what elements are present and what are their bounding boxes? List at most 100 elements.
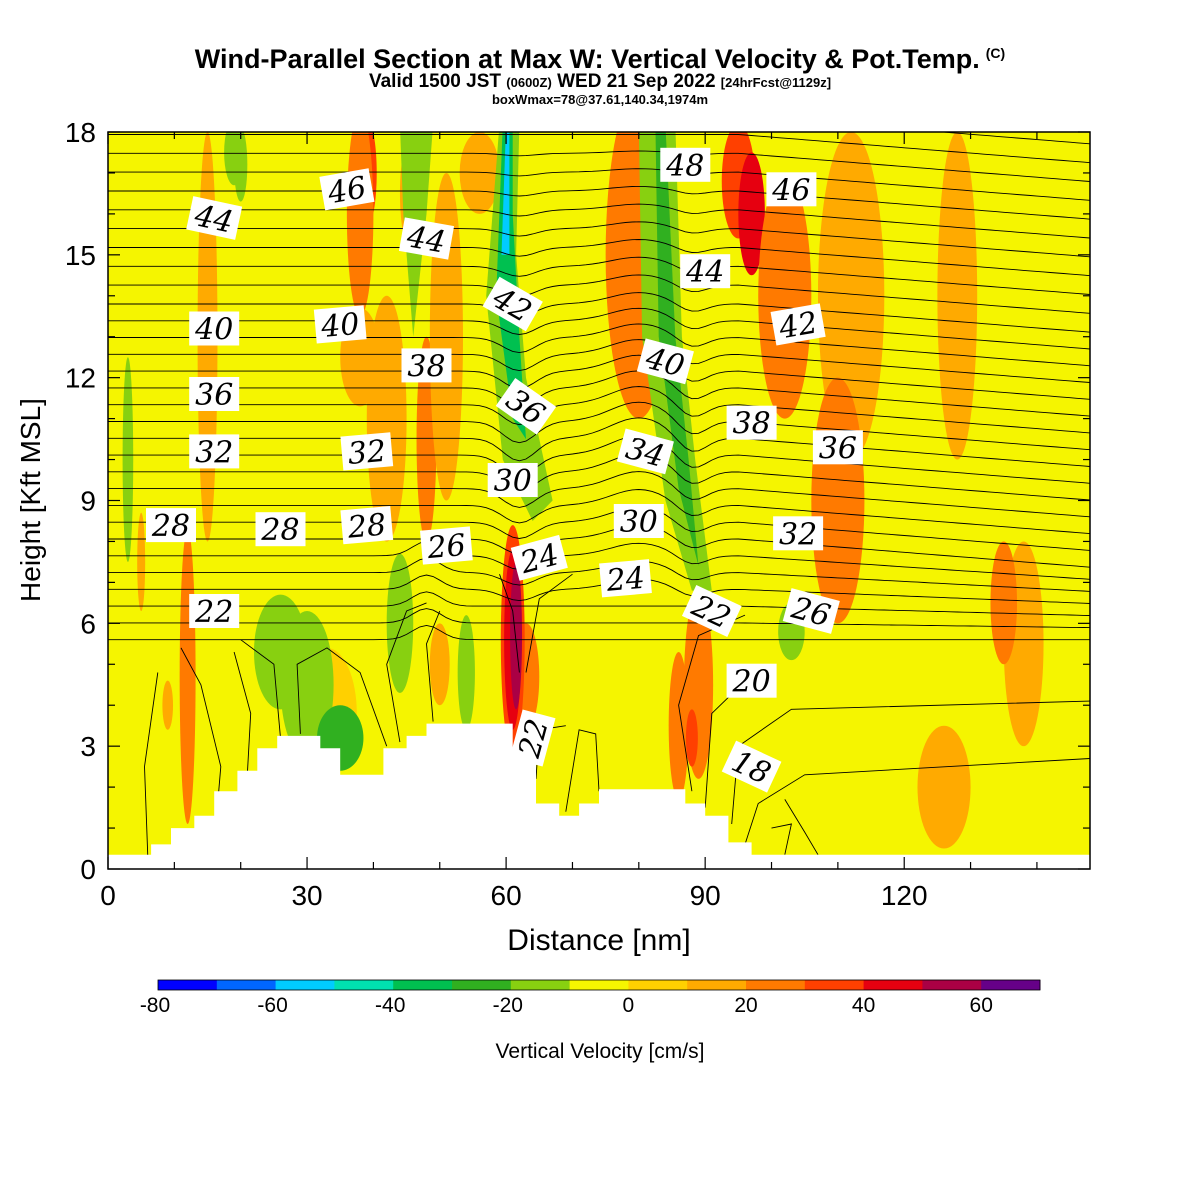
- theta-contour: [240, 639, 281, 739]
- theta-contour: [108, 401, 1090, 451]
- colorbar-tick-label: 40: [852, 994, 875, 1017]
- theta-label-text: 40: [319, 307, 361, 345]
- forecast-info: [24hrFcst@1129z]: [720, 75, 832, 90]
- velocity-cell-40: [429, 172, 463, 501]
- colorbar-tick-label: -80: [140, 994, 170, 1017]
- velocity-cell-1: [137, 512, 146, 612]
- box-wmax-info: boxWmax=78@37.61,140.34,1974m: [491, 92, 709, 107]
- colorbar-swatch: [452, 980, 512, 990]
- theta-contour: [108, 185, 1090, 220]
- theta-label: 28: [340, 505, 394, 546]
- theta-label-box: [510, 534, 568, 581]
- theta-contour: [108, 557, 1090, 592]
- theta-contour: [426, 610, 441, 722]
- theta-contour: [108, 239, 1090, 277]
- valid-date: WED 21 Sep 2022: [557, 71, 716, 92]
- theta-label-box: [599, 559, 652, 598]
- terrain: [108, 723, 1090, 869]
- theta-label-text: 44: [191, 198, 237, 240]
- theta-label-text: 32: [779, 517, 817, 552]
- downdraft-tip-west: [501, 132, 510, 255]
- theta-label-box: [495, 378, 557, 435]
- theta-contour: [108, 574, 1090, 604]
- colorbar-swatch: [687, 980, 747, 990]
- theta-label: 30: [487, 463, 538, 499]
- theta-label-text: 46: [324, 170, 369, 211]
- velocity-cell-68: [429, 623, 450, 706]
- theta-label-text: 36: [819, 431, 857, 466]
- theta-label: 44: [680, 254, 731, 290]
- theta-label-box: [509, 709, 556, 767]
- theta-label: 32: [340, 432, 394, 472]
- theta-label-box: [401, 348, 452, 383]
- theta-label-text: 46: [771, 173, 810, 208]
- theta-contour: [108, 624, 1090, 641]
- theta-contour: [108, 354, 1090, 400]
- colorbar-tick-label: 0: [623, 994, 635, 1017]
- theta-label: 44: [186, 196, 243, 241]
- x-axis-label: Distance [nm]: [507, 924, 690, 957]
- theta-contour: [525, 573, 573, 673]
- theta-label: 46: [319, 168, 375, 212]
- theta-contour: [296, 647, 388, 747]
- theta-label-text: 28: [345, 507, 387, 545]
- theta-label-box: [340, 432, 394, 471]
- theta-label: 38: [726, 405, 777, 442]
- velocity-cell-55: [990, 541, 1018, 665]
- theta-label: 40: [189, 311, 240, 348]
- terrain-fill: [108, 723, 1090, 869]
- theta-contour: [108, 150, 1090, 182]
- theta-label-text: 42: [776, 305, 821, 346]
- theta-contour: [108, 417, 1090, 467]
- colorbar-swatch: [275, 980, 335, 990]
- theta-contour: [771, 823, 792, 855]
- x-tick-label: 30: [291, 880, 322, 911]
- theta-label-text: 26: [425, 528, 467, 566]
- theta-contour: [108, 471, 1090, 518]
- theta-contour: [744, 758, 1090, 845]
- theta-contour: [108, 203, 1090, 239]
- theta-label-box: [681, 585, 742, 637]
- velocity-cell-82: [122, 357, 134, 562]
- theta-label: 32: [189, 434, 240, 470]
- theta-contour: [108, 134, 1090, 164]
- theta-label-box: [726, 405, 777, 440]
- chart-title-text: Wind-Parallel Section at Max W: Vertical…: [194, 44, 980, 74]
- theta-contour: [108, 292, 1090, 333]
- downdraft-core-east: [655, 132, 699, 566]
- x-tick-label: 0: [100, 880, 116, 911]
- theta-contour: [108, 274, 1090, 314]
- y-tick-label: 3: [80, 731, 96, 762]
- vertical-velocity-field: [108, 132, 1090, 869]
- theta-label-text: 28: [260, 513, 299, 548]
- theta-contour: [565, 729, 600, 812]
- theta-contour: [108, 370, 1090, 417]
- theta-label-box: [616, 428, 674, 475]
- colorbar-frame: [157, 979, 1041, 991]
- theta-contour: [233, 651, 252, 775]
- velocity-cell-27: [386, 553, 414, 693]
- theta-label-box: [319, 168, 375, 211]
- velocity-cell-44: [758, 172, 812, 419]
- theta-label-text: 24: [604, 561, 646, 599]
- theta-label: 32: [773, 516, 824, 552]
- theta-label: 24: [599, 559, 652, 599]
- colorbar-swatch: [158, 980, 218, 990]
- colorbar-tick-label: 60: [970, 994, 993, 1017]
- theta-contour: [108, 307, 1090, 350]
- colorbar-tick-label: -40: [375, 994, 405, 1017]
- theta-label: 28: [146, 508, 196, 544]
- theta-contour: [499, 574, 520, 673]
- y-tick-label: 9: [80, 486, 96, 517]
- theta-contour: [108, 323, 1090, 367]
- theta-label-text: 22: [194, 595, 233, 630]
- copyright-mark: (C): [985, 45, 1006, 61]
- velocity-cell-28: [366, 295, 407, 542]
- theta-label-text: 32: [195, 435, 233, 470]
- theta-contour: [108, 168, 1090, 201]
- y-tick-label: 18: [65, 117, 96, 148]
- theta-label: 38: [401, 348, 452, 384]
- theta-label-text: 30: [620, 505, 658, 540]
- velocity-cell-78: [457, 615, 475, 730]
